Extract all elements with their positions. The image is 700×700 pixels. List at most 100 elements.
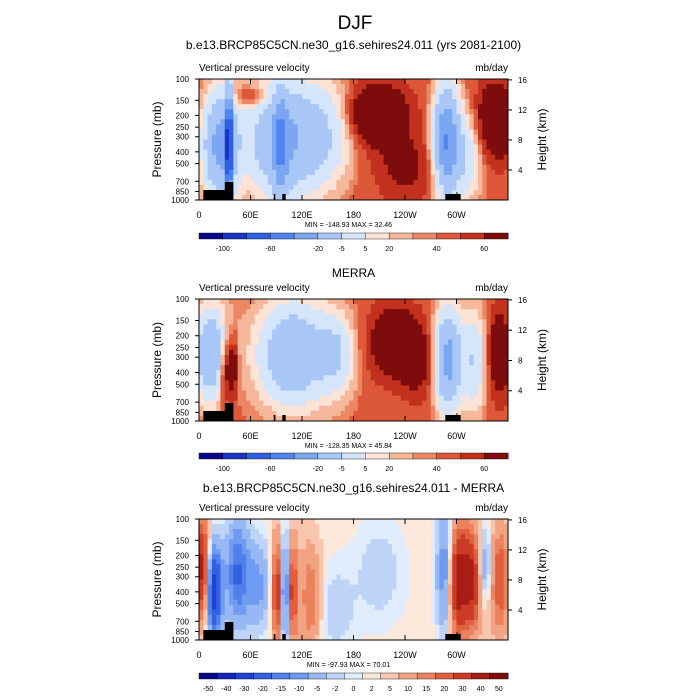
heatmap-cell — [499, 129, 505, 135]
heatmap-cell — [323, 380, 329, 386]
heatmap-cell — [289, 594, 294, 601]
heatmap-cell — [233, 169, 239, 176]
heatmap-cells — [199, 519, 509, 641]
y2-tick-label: 16 — [518, 76, 527, 85]
heatmap-cell — [267, 149, 273, 156]
heatmap-cell — [237, 400, 243, 407]
heatmap-cell — [362, 154, 367, 161]
heatmap-cell — [336, 154, 342, 161]
heatmap-cell — [413, 365, 419, 371]
heatmap-cell — [473, 385, 479, 391]
heatmap-cell — [435, 314, 440, 320]
heatmap-cell — [447, 329, 453, 335]
heatmap-cell — [392, 99, 397, 105]
heatmap-cell — [233, 375, 239, 381]
heatmap-cell — [422, 549, 427, 555]
heatmap-cell — [443, 94, 449, 100]
heatmap-cell — [314, 579, 320, 585]
heatmap-cell — [447, 129, 453, 135]
heatmap-cell — [503, 519, 509, 525]
heatmap-cell — [259, 400, 264, 407]
heatmap-cell — [387, 569, 393, 575]
heatmap-cell — [413, 189, 419, 196]
heatmap-cell — [366, 539, 372, 545]
heatmap-cell — [314, 169, 320, 176]
heatmap-cell — [271, 375, 277, 381]
heatmap-cell — [199, 309, 204, 315]
heatmap-cell — [302, 309, 307, 315]
heatmap-cell — [302, 104, 307, 110]
heatmap-cell — [297, 79, 303, 85]
heatmap-cell — [392, 344, 397, 351]
heatmap-cell — [289, 169, 294, 176]
heatmap-cell — [353, 564, 359, 570]
heatmap-cell — [357, 154, 363, 161]
heatmap-cell — [319, 329, 324, 335]
heatmap-cell — [353, 390, 359, 396]
heatmap-cell — [426, 179, 432, 186]
heatmap-cell — [366, 554, 372, 560]
heatmap-cell — [267, 594, 273, 601]
heatmap-cell — [435, 89, 440, 95]
heatmap-cell — [323, 329, 329, 335]
heatmap-cell — [250, 99, 256, 105]
heatmap-cell — [456, 400, 462, 407]
heatmap-cell — [267, 84, 273, 90]
heatmap-cell — [302, 114, 307, 120]
heatmap-cell — [271, 539, 277, 545]
heatmap-cell — [357, 194, 363, 201]
heatmap-cell — [482, 400, 487, 407]
heatmap-cell — [284, 319, 290, 325]
heatmap-cell — [246, 174, 251, 181]
heatmap-cell — [332, 149, 337, 156]
heatmap-cell — [426, 375, 432, 381]
heatmap-cell — [340, 524, 346, 530]
heatmap-cell — [362, 354, 367, 361]
heatmap-cell — [306, 584, 311, 590]
heatmap-cell — [379, 604, 384, 611]
y2-tick-label: 12 — [518, 106, 527, 115]
heatmap-cell — [340, 184, 346, 191]
heatmap-cell — [366, 149, 372, 156]
heatmap-cell — [499, 380, 505, 386]
heatmap-cell — [229, 604, 234, 611]
colorbar-label: -20 — [313, 466, 323, 473]
heatmap-cell — [417, 79, 423, 85]
heatmap-cell — [439, 314, 445, 320]
heatmap-cell — [254, 139, 260, 145]
heatmap-cell — [241, 609, 247, 616]
heatmap-cell — [302, 544, 307, 550]
heatmap-cell — [379, 544, 384, 550]
heatmap-cell — [280, 584, 286, 590]
heatmap-cell — [216, 529, 221, 535]
heatmap-cell — [460, 604, 466, 611]
heatmap-cell — [469, 309, 475, 315]
heatmap-cell — [314, 319, 320, 325]
heatmap-cell — [460, 309, 466, 315]
heatmap-cell — [250, 124, 256, 130]
heatmap-cell — [306, 354, 311, 361]
heatmap-cell — [413, 574, 419, 580]
heatmap-cell — [302, 144, 307, 150]
heatmap-cell — [362, 385, 367, 391]
heatmap-cell — [482, 339, 487, 346]
heatmap-cell — [452, 400, 457, 407]
heatmap-cell — [229, 375, 234, 381]
heatmap-cell — [353, 360, 359, 366]
heatmap-cell — [267, 189, 273, 196]
heatmap-cell — [289, 319, 294, 325]
heatmap-cell — [349, 114, 354, 120]
heatmap-cell — [237, 524, 243, 530]
heatmap-cell — [216, 334, 221, 341]
heatmap-cell — [439, 365, 445, 371]
heatmap-cell — [207, 349, 213, 356]
heatmap-cell — [250, 144, 256, 150]
heatmap-cell — [503, 549, 509, 555]
heatmap-cell — [229, 385, 234, 391]
heatmap-cell — [216, 589, 221, 596]
heatmap-cell — [297, 159, 303, 166]
heatmap-cell — [473, 574, 479, 580]
heatmap-cell — [254, 360, 260, 366]
heatmap-cell — [370, 354, 376, 361]
heatmap-cell — [336, 574, 342, 580]
